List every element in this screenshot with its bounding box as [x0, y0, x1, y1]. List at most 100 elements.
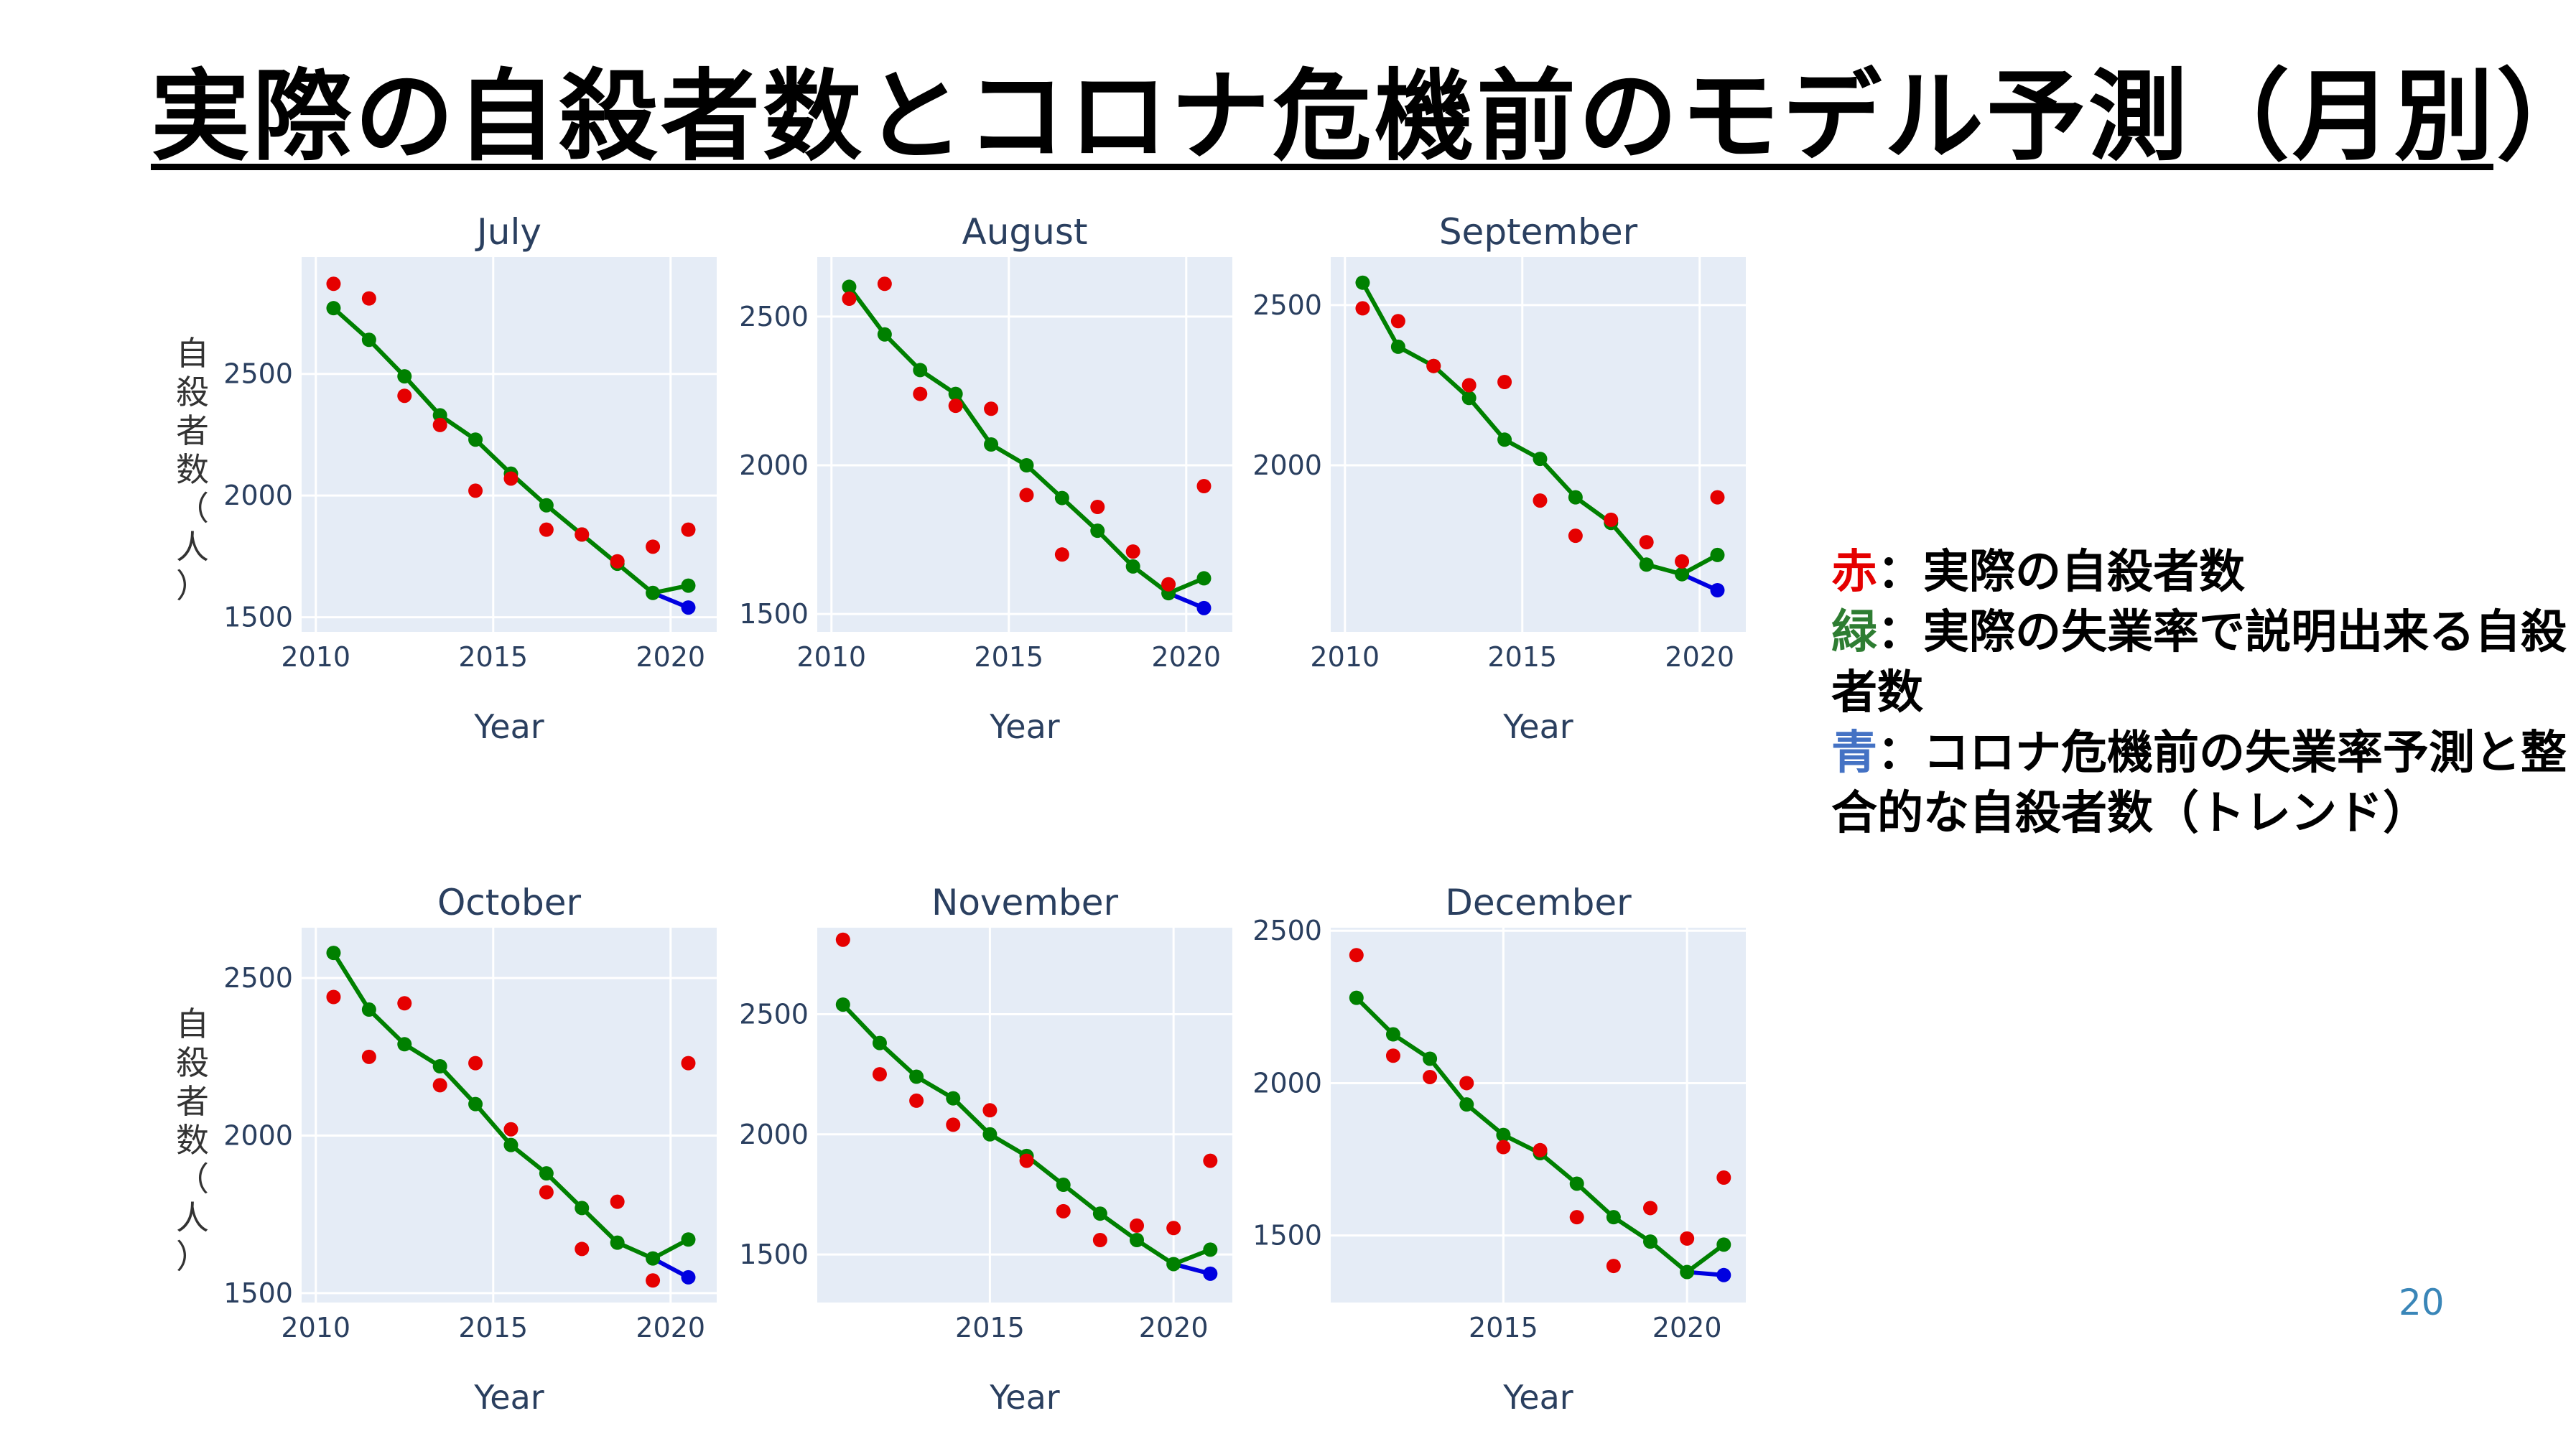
fitted-point: [539, 498, 554, 513]
actual-point: [1426, 358, 1441, 373]
fitted-point: [877, 327, 892, 342]
actual-point: [1019, 1153, 1034, 1168]
y-tick-label: 2000: [223, 480, 293, 511]
y-tick-label: 2000: [739, 449, 809, 481]
fitted-point: [1390, 339, 1405, 354]
fitted-point: [1385, 1027, 1400, 1042]
fitted-point: [1130, 1233, 1145, 1247]
x-axis-label: Year: [1502, 1378, 1573, 1417]
fitted-point: [1090, 523, 1105, 539]
actual-point: [681, 522, 696, 537]
actual-point: [575, 527, 590, 542]
y-tick-label: 1500: [223, 602, 293, 633]
legend-text-green: ：実際の失業率で説明出来る自殺者数: [1831, 606, 2567, 719]
fitted-point: [1497, 432, 1512, 447]
fitted-point: [326, 946, 341, 961]
actual-point: [877, 276, 892, 292]
actual-point: [1716, 1170, 1731, 1185]
fitted-point: [835, 997, 850, 1012]
y-tick-label: 2000: [223, 1120, 293, 1152]
fitted-point: [1533, 452, 1548, 467]
actual-point: [1461, 378, 1477, 393]
actual-point: [1054, 547, 1069, 562]
fitted-point: [1461, 391, 1477, 406]
actual-point: [1056, 1203, 1071, 1219]
legend-item-red: 赤：実際の自殺者数: [1831, 542, 2571, 602]
chart-title: November: [931, 882, 1119, 923]
chart-title: July: [475, 211, 541, 253]
plot-area: [817, 257, 1232, 632]
actual-point: [646, 539, 661, 554]
actual-point: [397, 388, 412, 404]
x-axis-label: Year: [1502, 707, 1573, 746]
fitted-point: [681, 1232, 696, 1247]
chart-title: September: [1439, 211, 1638, 253]
fitted-point: [872, 1035, 887, 1050]
x-tick-label: 2020: [1151, 641, 1221, 673]
actual-point: [1161, 577, 1176, 592]
x-tick-label: 2015: [458, 1312, 528, 1343]
x-tick-label: 2010: [281, 1312, 350, 1343]
fitted-point: [913, 363, 928, 378]
x-tick-label: 2020: [1139, 1312, 1209, 1343]
actual-point: [1533, 1142, 1548, 1157]
fitted-point: [982, 1127, 998, 1142]
chart-title: December: [1445, 882, 1632, 923]
fitted-point: [1606, 1210, 1621, 1225]
actual-point: [1568, 528, 1583, 544]
fitted-point: [1716, 1237, 1731, 1252]
legend-item-blue: 青：コロナ危機前の失業率予測と整合的な自殺者数（トレンド）: [1831, 723, 2571, 844]
fitted-point: [1092, 1206, 1107, 1221]
actual-point: [468, 483, 483, 498]
actual-point: [909, 1093, 924, 1108]
fitted-point: [468, 1096, 483, 1112]
y-tick-label: 1500: [223, 1277, 293, 1309]
actual-point: [610, 1194, 625, 1209]
actual-point: [835, 932, 850, 947]
fitted-point: [1643, 1234, 1658, 1249]
legend-key-red: 赤: [1831, 546, 1877, 599]
fitted-point: [1054, 490, 1069, 505]
fitted-point: [432, 1059, 447, 1074]
fitted-point: [361, 332, 376, 348]
actual-point: [1606, 1259, 1621, 1274]
fitted-point: [468, 432, 483, 447]
actual-point: [1496, 1140, 1511, 1155]
fitted-point: [397, 1037, 412, 1052]
fitted-point: [984, 437, 999, 452]
fitted-point: [1680, 1264, 1695, 1280]
x-tick-label: 2015: [1487, 641, 1557, 673]
fitted-point: [1459, 1097, 1474, 1112]
y-tick-label: 1500: [739, 598, 809, 630]
x-tick-label: 2010: [1310, 641, 1380, 673]
x-axis-label: Year: [989, 1378, 1059, 1417]
actual-point: [1675, 554, 1690, 569]
page-number: 20: [2399, 1282, 2445, 1323]
fitted-point: [1056, 1178, 1071, 1193]
actual-point: [946, 1117, 961, 1132]
trend-point: [1203, 1266, 1218, 1281]
plot-area: [817, 928, 1232, 1303]
x-tick-label: 2010: [796, 641, 866, 673]
plot-area: [302, 928, 717, 1303]
fitted-point: [1675, 567, 1690, 582]
actual-point: [397, 996, 412, 1011]
actual-point: [1385, 1048, 1400, 1063]
fitted-point: [326, 301, 341, 316]
actual-point: [539, 522, 554, 537]
y-axis-label: 自殺者数（人）: [176, 1005, 209, 1276]
y-tick-label: 2000: [1252, 449, 1322, 481]
actual-point: [913, 386, 928, 401]
actual-point: [1423, 1069, 1438, 1084]
legend: 赤：実際の自殺者数 緑：実際の失業率で説明出来る自殺者数 青：コロナ危機前の失業…: [1831, 542, 2571, 844]
actual-point: [326, 276, 341, 292]
actual-point: [432, 1078, 447, 1093]
fitted-point: [646, 585, 661, 600]
y-tick-label: 2000: [1252, 1067, 1322, 1099]
actual-point: [1090, 500, 1105, 514]
chart-panel-november: 2015 2020 1500 2000 2500 November Year: [739, 882, 1232, 1417]
actual-point: [1497, 375, 1512, 389]
x-tick-label: 2015: [955, 1312, 1025, 1343]
legend-text-red: ：実際の自殺者数: [1877, 546, 2245, 599]
